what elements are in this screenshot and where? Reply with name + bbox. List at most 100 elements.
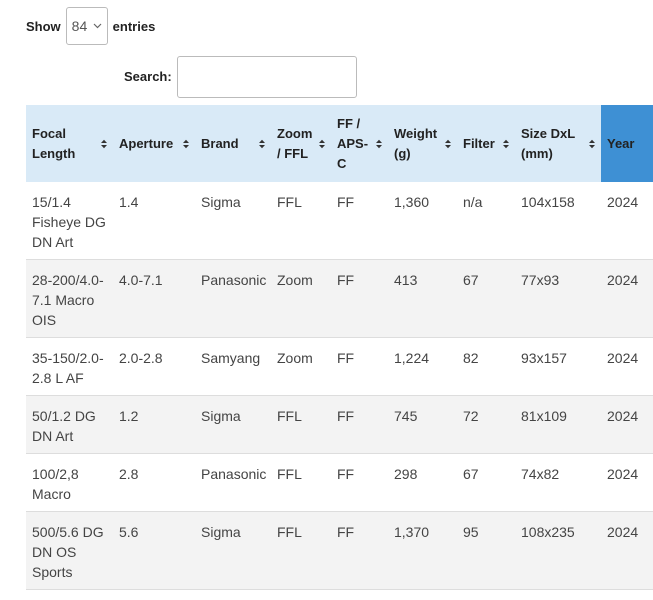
table-cell: 77x93: [515, 259, 601, 338]
header-label: Weight (g): [394, 125, 438, 161]
header-label: Brand: [201, 135, 239, 151]
column-header[interactable]: Year: [601, 105, 653, 182]
table-cell: FF: [331, 259, 388, 338]
sort-icon: [101, 139, 107, 148]
table-cell: 93x157: [515, 337, 601, 396]
column-header[interactable]: Focal Length: [26, 105, 113, 182]
sort-icon: [259, 139, 265, 148]
entries-label: entries: [112, 18, 156, 34]
table-cell: 50/1.2 DG DN Art: [26, 395, 113, 454]
table-cell: 1,360: [388, 182, 457, 260]
table-cell: Panasonic: [195, 453, 271, 512]
table-cell: 2.0-2.8: [113, 337, 195, 396]
table-cell: 2024: [601, 453, 653, 512]
table-cell: 2024: [601, 337, 653, 396]
sort-icon: [589, 139, 595, 148]
table-cell: 1.4: [113, 182, 195, 260]
table-cell: 1,224: [388, 337, 457, 396]
table-row: 28-200/4.0-7.1 Macro OIS 4.0-7.1 Panasonic…: [26, 259, 653, 338]
table-cell: Zoom: [271, 337, 331, 396]
table-cell: Sigma: [195, 395, 271, 454]
search-label: Search:: [124, 69, 172, 84]
table-cell: Sigma: [195, 511, 271, 590]
table-cell: 413: [388, 259, 457, 338]
table-cell: FFL: [271, 453, 331, 512]
table-cell: 74x82: [515, 453, 601, 512]
table-cell: 67: [457, 259, 515, 338]
column-header[interactable]: Filter: [457, 105, 515, 182]
header-label: Focal Length: [32, 125, 76, 161]
table-cell: 2024: [601, 259, 653, 338]
table-cell: FF: [331, 511, 388, 590]
sort-icon: [376, 139, 382, 148]
table-cell: 5.6: [113, 511, 195, 590]
search-input[interactable]: [176, 55, 357, 98]
table-row: 100/2,8 Macro 2.8 Panasonic FFL FF 298 67 74x82…: [26, 453, 653, 512]
table-cell: Sigma: [195, 182, 271, 260]
column-header[interactable]: Weight (g): [388, 105, 457, 182]
table-cell: FF: [331, 395, 388, 454]
header-label: Filter: [463, 135, 495, 151]
table-cell: 1.2: [113, 395, 195, 454]
table-cell: Samyang: [195, 337, 271, 396]
table-cell: FFL: [271, 511, 331, 590]
table-cell: Zoom: [271, 259, 331, 338]
column-header[interactable]: Zoom / FFL: [271, 105, 331, 182]
table-cell: 95: [457, 511, 515, 590]
header-label: FF / APS-C: [337, 115, 369, 171]
table-cell: 2024: [601, 395, 653, 454]
header-label: Aperture: [119, 135, 174, 151]
header-label: Year: [607, 135, 635, 151]
table-cell: 28-200/4.0-7.1 Macro OIS: [26, 259, 113, 338]
length-control: Show 84 entries: [26, 7, 155, 45]
column-header[interactable]: Size DxL (mm): [515, 105, 601, 182]
table-cell: 72: [457, 395, 515, 454]
table-cell: 1,370: [388, 511, 457, 590]
table-cell: 104x158: [515, 182, 601, 260]
data-table: Focal Length Aperture Brand Zoom / FFL FF / …: [26, 105, 653, 590]
header-row: Focal Length Aperture Brand Zoom / FFL FF / …: [26, 105, 653, 182]
show-label: Show: [26, 18, 61, 34]
table-row: 500/5.6 DG DN OS Sports 5.6 Sigma FFL FF 1,37…: [26, 511, 653, 590]
table-wrap: Focal Length Aperture Brand Zoom / FFL FF / …: [26, 105, 653, 590]
header-label: Size DxL (mm): [521, 125, 575, 161]
table-cell: FFL: [271, 395, 331, 454]
search-control: Search:: [124, 55, 357, 98]
table-cell: Panasonic: [195, 259, 271, 338]
length-value: 84: [71, 18, 88, 34]
sort-icon: [183, 139, 189, 148]
table-cell: 15/1.4 Fisheye DG DN Art: [26, 182, 113, 260]
table-cell: 2024: [601, 182, 653, 260]
column-header[interactable]: Aperture: [113, 105, 195, 182]
sort-icon: [503, 139, 509, 148]
table-cell: n/a: [457, 182, 515, 260]
table-row: 35-150/2.0-2.8 L AF 2.0-2.8 Samyang Zoom FF 1…: [26, 337, 653, 396]
length-select[interactable]: 84: [65, 7, 108, 45]
column-header[interactable]: FF / APS-C: [331, 105, 388, 182]
header-label: Zoom / FFL: [277, 125, 313, 161]
table-cell: 35-150/2.0-2.8 L AF: [26, 337, 113, 396]
table-row: 50/1.2 DG DN Art 1.2 Sigma FFL FF 745 72 81x109…: [26, 395, 653, 454]
sort-icon: [445, 139, 451, 148]
table-cell: 108x235: [515, 511, 601, 590]
sort-icon: [319, 139, 325, 148]
table-cell: 82: [457, 337, 515, 396]
table-cell: 298: [388, 453, 457, 512]
table-cell: 2024: [601, 511, 653, 590]
table-cell: FF: [331, 337, 388, 396]
table-body: 15/1.4 Fisheye DG DN Art 1.4 Sigma FFL FF 1,3…: [26, 182, 653, 590]
table-cell: 100/2,8 Macro: [26, 453, 113, 512]
table-cell: 745: [388, 395, 457, 454]
table-cell: 81x109: [515, 395, 601, 454]
table-cell: FFL: [271, 182, 331, 260]
table-cell: 67: [457, 453, 515, 512]
table-cell: 500/5.6 DG DN OS Sports: [26, 511, 113, 590]
select-arrow: [93, 23, 102, 29]
table-cell: 4.0-7.1: [113, 259, 195, 338]
table-cell: 2.8: [113, 453, 195, 512]
column-header[interactable]: Brand: [195, 105, 271, 182]
table-row: 15/1.4 Fisheye DG DN Art 1.4 Sigma FFL FF 1,3…: [26, 182, 653, 260]
table-cell: FF: [331, 182, 388, 260]
table-cell: FF: [331, 453, 388, 512]
